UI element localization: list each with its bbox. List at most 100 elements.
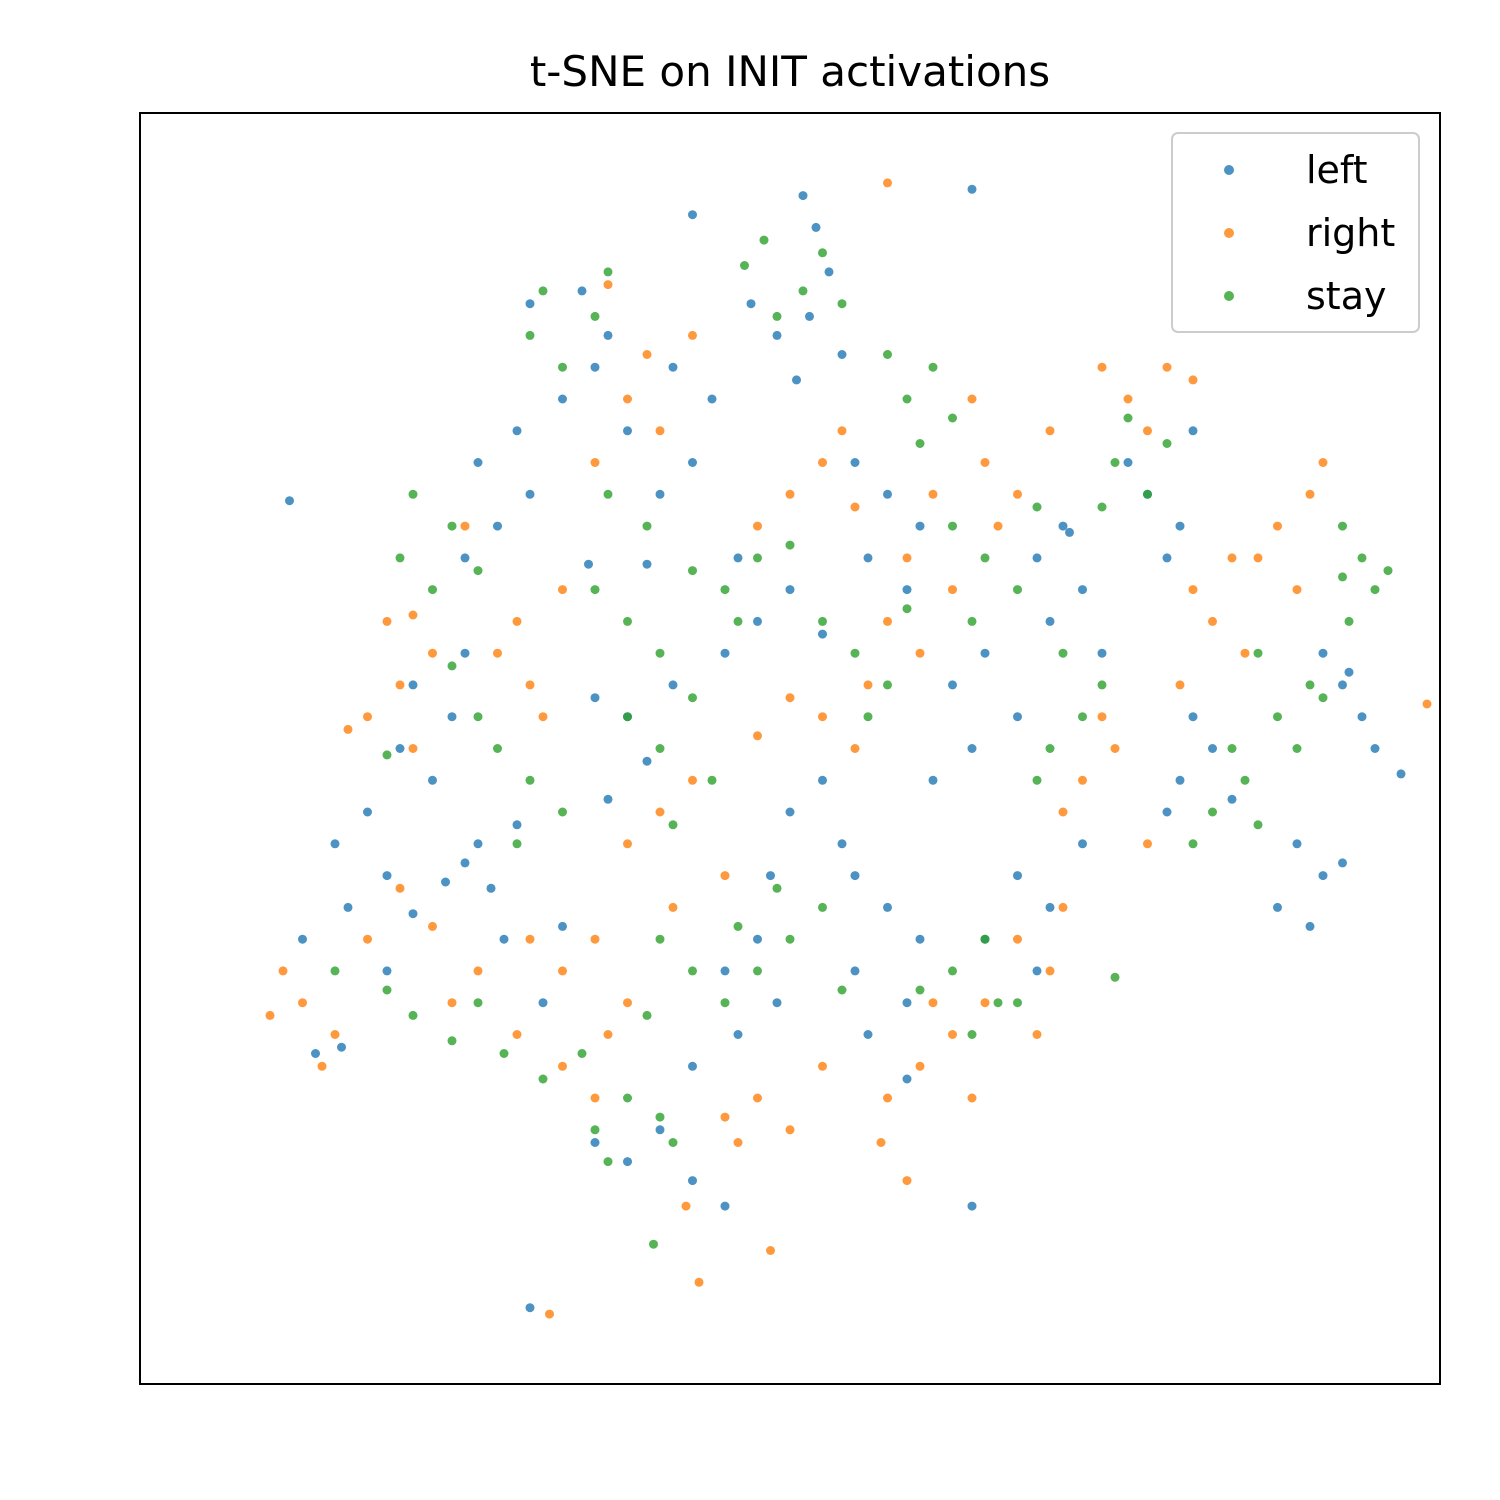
point-right-4 (343, 724, 353, 734)
point-stay-107 (1338, 521, 1347, 531)
point-right-77 (883, 1093, 892, 1103)
point-left-111 (1357, 712, 1367, 722)
point-right-2 (460, 521, 470, 531)
point-left-99 (298, 934, 307, 944)
point-right-44 (558, 585, 567, 595)
point-left-44 (577, 286, 587, 296)
point-stay-10 (382, 985, 392, 995)
legend-marker-right (1224, 228, 1234, 238)
point-stay-92 (655, 934, 665, 944)
point-right-74 (1318, 458, 1328, 467)
point-right-20 (655, 807, 665, 817)
point-left-107 (473, 458, 483, 467)
point-right-52 (590, 458, 600, 467)
series-stay (330, 235, 1393, 1249)
point-left-24 (538, 998, 548, 1008)
point-right-16 (447, 998, 457, 1008)
point-stay-7 (408, 1010, 418, 1020)
point-stay-77 (915, 985, 925, 995)
point-right-45 (395, 680, 405, 690)
legend-marker-stay (1224, 291, 1234, 301)
point-right-0 (883, 178, 892, 188)
point-left-9 (1396, 769, 1406, 779)
point-left-67 (1162, 553, 1172, 563)
point-left-33 (733, 553, 743, 563)
point-stay-99 (538, 286, 548, 296)
point-right-6 (766, 1246, 775, 1255)
point-stay-22 (688, 566, 697, 576)
point-stay-12 (499, 1049, 509, 1058)
series-right (265, 178, 1432, 1319)
point-stay-91 (720, 998, 730, 1008)
point-right-12 (395, 883, 405, 893)
point-left-46 (805, 311, 814, 321)
point-stay-81 (818, 902, 827, 912)
point-right-73 (1292, 585, 1302, 595)
point-left-103 (766, 871, 775, 881)
point-right-49 (408, 744, 418, 753)
point-left-26 (590, 693, 600, 703)
point-right-43 (512, 616, 522, 626)
point-stay-57 (1032, 775, 1042, 785)
point-right-19 (590, 1093, 600, 1103)
point-right-85 (298, 998, 307, 1008)
point-stay-90 (688, 966, 697, 976)
point-stay-15 (655, 744, 665, 753)
point-left-78 (1078, 839, 1087, 849)
point-stay-100 (798, 286, 808, 296)
point-left-0 (798, 191, 808, 201)
point-right-51 (655, 426, 665, 436)
point-right-61 (1240, 648, 1250, 658)
point-left-6 (584, 559, 593, 569)
point-right-8 (545, 1309, 554, 1319)
point-left-16 (486, 883, 496, 893)
point-left-41 (558, 394, 567, 404)
point-stay-62 (1188, 839, 1198, 849)
point-stay-64 (1253, 820, 1263, 830)
point-right-59 (1143, 839, 1152, 849)
point-left-76 (1045, 902, 1055, 912)
point-left-36 (688, 458, 697, 467)
point-left-110 (1338, 680, 1347, 690)
point-left-83 (902, 998, 912, 1008)
point-right-25 (785, 489, 795, 499)
point-left-113 (1370, 744, 1380, 753)
point-left-95 (363, 807, 372, 817)
point-stay-96 (590, 311, 600, 321)
point-right-41 (493, 648, 502, 658)
point-right-99 (1032, 1030, 1042, 1039)
point-stay-55 (1045, 744, 1055, 753)
point-left-59 (928, 775, 938, 785)
point-right-3 (408, 610, 418, 620)
point-right-57 (1058, 807, 1068, 817)
point-right-9 (681, 1201, 691, 1211)
point-right-22 (623, 839, 632, 849)
point-right-65 (1123, 394, 1133, 404)
point-stay-9 (473, 998, 483, 1008)
point-left-12 (902, 1074, 912, 1084)
plot-frame (139, 112, 1441, 1385)
point-stay-44 (915, 439, 925, 448)
point-left-97 (382, 871, 392, 881)
point-stay-5 (649, 1239, 658, 1249)
point-right-50 (623, 394, 632, 404)
point-right-23 (720, 871, 730, 881)
point-right-37 (993, 521, 1003, 531)
point-stay-40 (902, 394, 912, 404)
point-stay-21 (753, 553, 762, 563)
point-left-43 (525, 299, 535, 309)
point-stay-102 (772, 311, 782, 321)
point-stay-97 (525, 330, 535, 340)
point-left-56 (980, 648, 990, 658)
point-stay-78 (967, 1030, 977, 1039)
point-left-11 (337, 1042, 346, 1052)
point-right-80 (753, 1093, 762, 1103)
series-left (285, 184, 1406, 1313)
point-right-39 (967, 394, 977, 404)
point-left-114 (1344, 667, 1354, 677)
point-left-101 (785, 807, 795, 817)
point-left-21 (499, 934, 509, 944)
point-stay-109 (1344, 616, 1354, 626)
point-right-81 (785, 1125, 795, 1135)
